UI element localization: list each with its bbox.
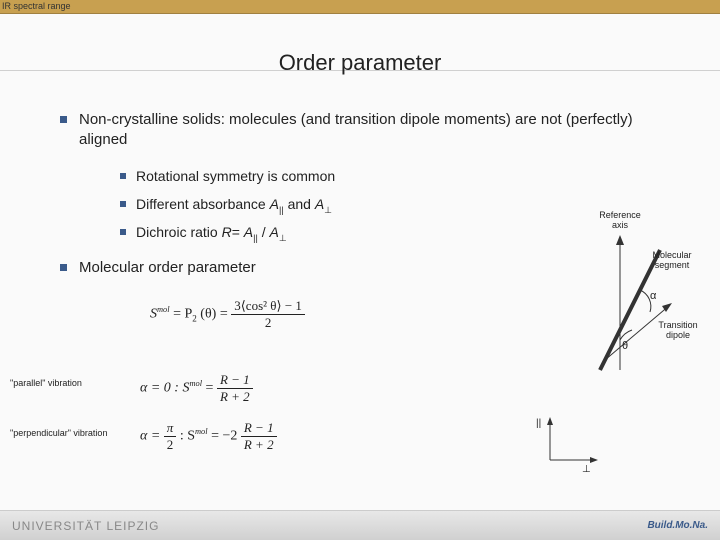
parallel-vibration-label: "parallel" vibration [10, 378, 82, 388]
reference-axis-label: Reference axis [590, 210, 650, 230]
alpha-label: α [650, 290, 656, 302]
sub2-aperp: A [315, 196, 324, 212]
sub3-s2: ⊥ [279, 233, 287, 243]
f3-two: 2 [164, 437, 177, 453]
parallel-axis-label: || [536, 418, 541, 429]
f3-den: R + 2 [241, 437, 277, 453]
perpendicular-axis-label: ⊥ [582, 464, 591, 475]
sub-bullet-2-text: Different absorbance A|| and A⊥ [136, 196, 332, 216]
f1-s: S [150, 307, 157, 322]
f1-num: 3⟨cos² θ⟩ − 1 [231, 298, 305, 315]
footer-bar: UNIVERSITÄT LEIPZIG Build.Mo.Na. [0, 510, 720, 540]
university-logo-text: UNIVERSITÄT LEIPZIG [12, 519, 159, 533]
formula-perpendicular: α = π2 : Smol = −2 R − 1R + 2 [140, 420, 277, 453]
header-band: IR spectral range [0, 0, 720, 14]
sub2-prefix: Different absorbance [136, 196, 270, 212]
f1-theta: (θ) = [200, 307, 227, 322]
sub-bullet-1-text: Rotational symmetry is common [136, 168, 335, 184]
main-bullet-2: Molecular order parameter [60, 258, 256, 278]
f2-a0: α = 0 : S [140, 381, 189, 396]
main-bullet-1-text: Non-crystalline solids: molecules (and t… [79, 110, 660, 149]
order-parameter-diagram: Reference axis Molecular segment Transit… [510, 220, 690, 450]
perpendicular-vibration-label: "perpendicular" vibration [10, 428, 107, 438]
title-area: Order parameter [0, 14, 720, 94]
f2-den: R + 2 [217, 389, 253, 405]
bullet-square-icon [120, 229, 126, 235]
header-tab-label: IR spectral range [0, 0, 720, 12]
f3-cs: : S [176, 429, 195, 444]
molecular-segment-label: Molecular segment [642, 250, 702, 270]
sub3-a2: A [270, 224, 279, 240]
f2-num: R − 1 [217, 372, 253, 389]
bullet-square-icon [120, 201, 126, 207]
sub3-prefix: Dichroic ratio [136, 224, 222, 240]
buildmona-logo-text: Build.Mo.Na. [647, 520, 708, 531]
sub2-perp-sub: ⊥ [324, 205, 332, 215]
sub-bullet-2: Different absorbance A|| and A⊥ [120, 196, 332, 216]
sub2-apar: A [270, 196, 279, 212]
sub3-eq: = [232, 224, 244, 240]
f3-a: α = [140, 429, 164, 444]
formula-parallel: α = 0 : Smol = R − 1R + 2 [140, 372, 253, 405]
main-bullet-1: Non-crystalline solids: molecules (and t… [60, 110, 660, 149]
page-title: Order parameter [0, 50, 720, 76]
f2-eq: = [206, 381, 217, 396]
bullet-square-icon [120, 173, 126, 179]
theta-label: θ [622, 340, 628, 352]
f1-den: 2 [231, 315, 305, 331]
sub3-r: R [222, 224, 232, 240]
bullet-square-icon [60, 116, 67, 123]
sub-bullet-3-text: Dichroic ratio R= A|| / A⊥ [136, 224, 287, 244]
sub2-and: and [284, 196, 315, 212]
formula-s-mol: Smol = P2 (θ) = 3⟨cos² θ⟩ − 12 [150, 298, 305, 331]
f3-pi: π [164, 420, 177, 437]
bullet-square-icon [60, 264, 67, 271]
sub3-a1: A [244, 224, 253, 240]
f3-num: R − 1 [241, 420, 277, 437]
main-bullet-2-text: Molecular order parameter [79, 258, 256, 278]
f1-p2sub: 2 [192, 314, 197, 324]
f3-eq: = −2 [211, 429, 241, 444]
transition-dipole-label: Transition dipole [648, 320, 708, 340]
sub-bullet-3: Dichroic ratio R= A|| / A⊥ [120, 224, 287, 244]
f1-p2: = P [173, 307, 192, 322]
content-area: Non-crystalline solids: molecules (and t… [0, 110, 720, 510]
sub-bullet-1: Rotational symmetry is common [120, 168, 335, 184]
sub3-slash: / [258, 224, 270, 240]
